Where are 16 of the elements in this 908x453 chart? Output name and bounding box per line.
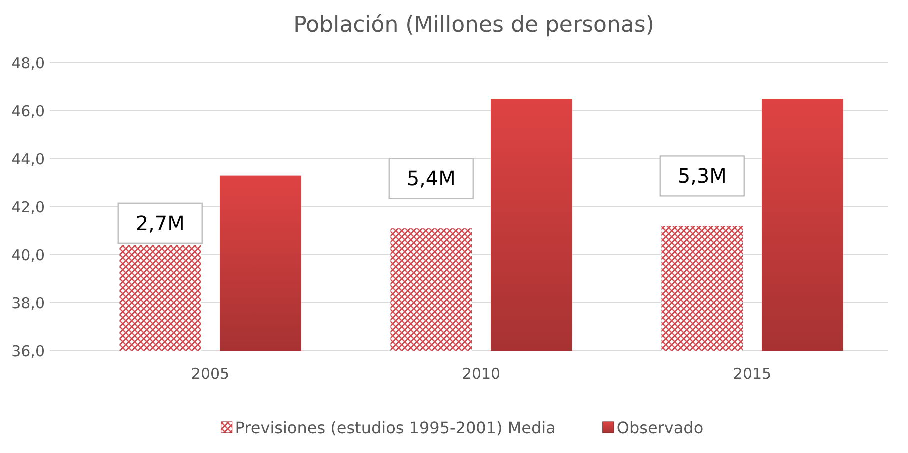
x-tick-label: 2005 bbox=[191, 365, 230, 383]
y-tick-label: 40,0 bbox=[12, 246, 45, 264]
y-tick-label: 46,0 bbox=[12, 102, 45, 120]
y-tick-label: 48,0 bbox=[12, 54, 45, 72]
y-tick-label: 44,0 bbox=[12, 150, 45, 168]
legend-label: Observado bbox=[616, 418, 704, 438]
x-tick-label: 2010 bbox=[462, 365, 501, 383]
legend-label: Previsiones (estudios 1995-2001) Media bbox=[235, 418, 556, 438]
annotation: 5,4M bbox=[406, 166, 456, 191]
annotation: 5,3M bbox=[678, 164, 727, 188]
y-tick-label: 42,0 bbox=[12, 198, 45, 216]
x-tick-label: 2015 bbox=[733, 365, 772, 383]
chart-title: Población (Millones de personas) bbox=[294, 13, 654, 38]
y-tick-label: 38,0 bbox=[12, 294, 45, 312]
y-tick-label: 36,0 bbox=[12, 342, 45, 360]
annotation: 2,7M bbox=[136, 211, 185, 236]
